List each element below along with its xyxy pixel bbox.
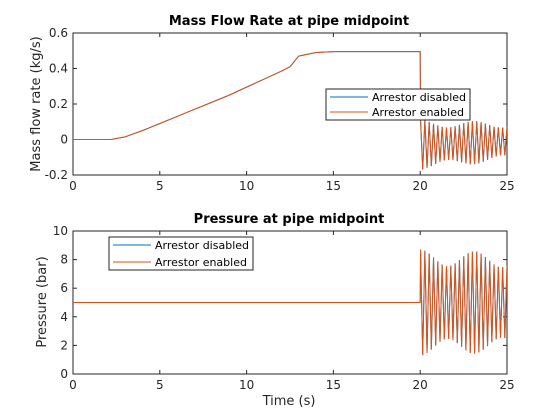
chart-mass-flow: Mass Flow Rate at pipe midpoint Mass flo…: [29, 14, 515, 193]
y-axis-label: Pressure (bar): [35, 256, 50, 347]
y-tick-label: 0.6: [49, 26, 68, 40]
legend: Arrestor disabled Arrestor enabled: [108, 236, 254, 271]
x-tick-label: 0: [69, 378, 77, 392]
y-tick-label: 8: [60, 253, 68, 267]
x-tick-label: 25: [499, 378, 514, 392]
x-axis-label: Time (s): [262, 394, 316, 409]
legend-label: Arrestor disabled: [155, 239, 249, 252]
y-tick-label: 0: [60, 133, 68, 147]
x-tick-label: 5: [156, 179, 164, 193]
x-tick-label: 5: [156, 378, 164, 392]
x-tick-label: 10: [239, 179, 254, 193]
x-tick-label: 15: [326, 378, 341, 392]
series-line: [73, 51, 507, 170]
chart-title: Mass Flow Rate at pipe midpoint: [169, 14, 409, 29]
chart-title: Pressure at pipe midpoint: [194, 212, 385, 227]
y-tick-label: 6: [60, 281, 68, 295]
y-tick-label: 2: [60, 338, 68, 352]
y-tick-label: 0.4: [49, 62, 68, 76]
y-tick-label: 0: [60, 367, 68, 381]
legend-label: Arrestor enabled: [155, 256, 247, 269]
legend-box: [108, 236, 254, 271]
legend-label: Arrestor enabled: [372, 106, 464, 119]
x-tick-label: 20: [413, 179, 428, 193]
x-tick-label: 20: [413, 378, 428, 392]
x-tick-label: 0: [69, 179, 77, 193]
y-tick-label: 4: [60, 310, 68, 324]
legend-label: Arrestor disabled: [372, 91, 466, 104]
x-tick-label: 25: [499, 179, 514, 193]
x-tick-label: 10: [239, 378, 254, 392]
x-tick-label: 15: [326, 179, 341, 193]
y-tick-label: -0.2: [45, 168, 68, 182]
legend-box: [325, 88, 471, 121]
series-line: [73, 249, 507, 356]
y-tick-label: 0.2: [49, 97, 68, 111]
y-tick-label: 10: [53, 224, 68, 238]
chart-pressure: Pressure at pipe midpoint Pressure (bar)…: [35, 212, 515, 409]
y-axis-label: Mass flow rate (kg/s): [29, 36, 44, 171]
legend: Arrestor disabled Arrestor enabled: [325, 88, 471, 121]
